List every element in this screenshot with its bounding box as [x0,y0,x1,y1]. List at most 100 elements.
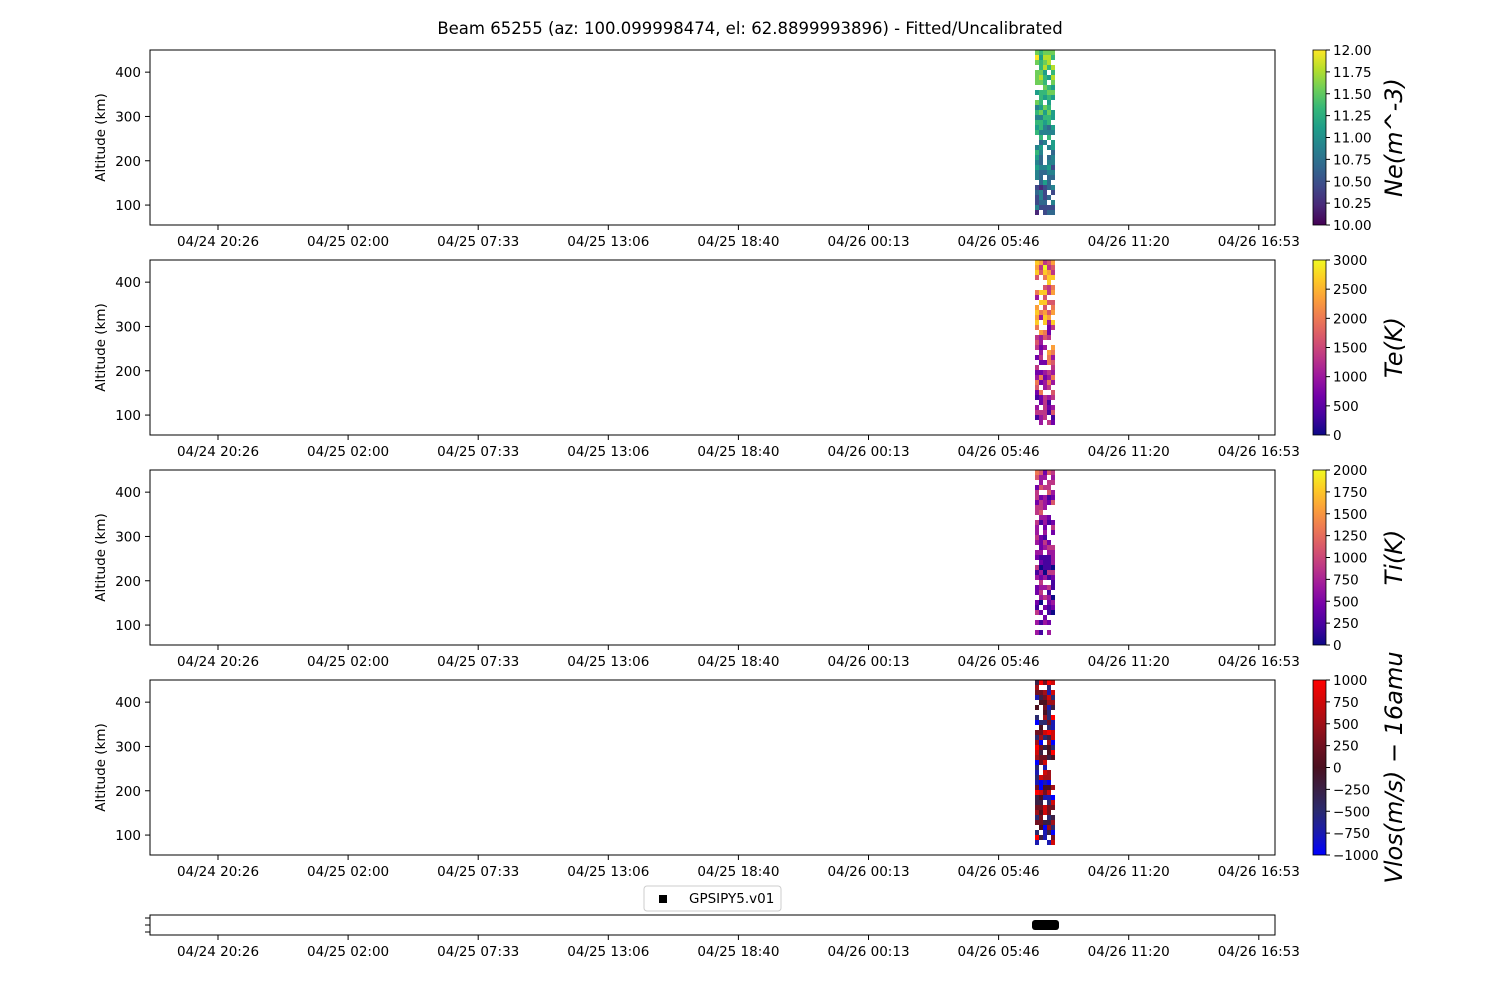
heatmap-cell [1043,190,1047,195]
heatmap-cell [1043,765,1047,770]
panel-2-xtick-label: 04/26 11:20 [1088,444,1170,460]
panel-4-xtick-label: 04/26 11:20 [1088,864,1170,880]
heatmap-cell [1047,160,1051,165]
heatmap-cell [1051,565,1055,570]
heatmap-cell [1043,295,1047,300]
heatmap-cell [1043,360,1047,365]
panel-4-xtick-label: 04/25 02:00 [307,864,389,880]
heatmap-cell [1047,555,1051,560]
heatmap-cell [1047,590,1051,595]
colorbar-tick-label: 1000 [1333,551,1367,567]
heatmap-cell [1043,570,1047,575]
heatmap-cell [1039,745,1043,750]
panel-1-axes [149,49,1276,226]
legend-box [643,885,782,912]
heatmap-cell [1035,525,1039,530]
heatmap-cell [1043,380,1047,385]
heatmap-cell [1051,610,1055,615]
heatmap-cell [1035,355,1039,360]
heatmap-cell [1043,310,1047,315]
panel-3: 100 200 300 400 Altitude (km) 04/24 20:26 04/2… [93,463,1408,670]
heatmap-cell [1047,95,1051,100]
heatmap-cell [1043,140,1047,145]
heatmap-cell [1051,415,1055,420]
heatmap-cell [1051,800,1055,805]
heatmap-cell [1047,420,1051,425]
heatmap-cell [1043,130,1047,135]
heatmap-cell [1039,80,1043,85]
heatmap-cell [1051,325,1055,330]
heatmap-cell [1043,535,1047,540]
heatmap-cell [1043,525,1047,530]
heatmap-cell [1047,310,1051,315]
heatmap-cell [1039,515,1043,520]
heatmap-cell [1039,700,1043,705]
heatmap-cell [1051,680,1055,685]
heatmap-cell [1043,50,1047,55]
heatmap-cell [1051,470,1055,475]
heatmap-cell [1035,565,1039,570]
heatmap-cell [1035,535,1039,540]
heatmap-cell [1043,505,1047,510]
heatmap-cell [1051,70,1055,75]
panel-2-xtick-label: 04/26 00:13 [827,444,909,460]
heatmap-cell [1035,600,1039,605]
heatmap-cell [1051,155,1055,160]
heatmap-cell [1035,490,1039,495]
heatmap-cell [1043,195,1047,200]
panel-3-xtick-label: 04/26 16:53 [1218,654,1300,670]
colorbar-tick-label: −500 [1333,804,1370,820]
heatmap-cell [1043,335,1047,340]
heatmap-cell [1035,780,1039,785]
heatmap-cell [1039,130,1043,135]
colorbar-tick-label: 500 [1333,399,1359,415]
panel-2-xtick-label: 04/25 18:40 [697,444,779,460]
heatmap-cell [1035,90,1039,95]
heatmap-cell [1039,290,1043,295]
heatmap-cell [1047,545,1051,550]
heatmap-cell [1035,555,1039,560]
heatmap-cell [1035,540,1039,545]
panel-5-xtick-label: 04/26 05:46 [958,944,1040,960]
heatmap-cell [1051,260,1055,265]
heatmap-cell [1043,205,1047,210]
panel-1-xtick-label: 04/24 20:26 [177,234,259,250]
heatmap-cell [1043,285,1047,290]
heatmap-cell [1043,315,1047,320]
heatmap-cell [1035,325,1039,330]
heatmap-cell [1051,410,1055,415]
heatmap-cell [1043,485,1047,490]
heatmap-cell [1043,290,1047,295]
heatmap-cell [1051,290,1055,295]
heatmap-cell [1039,790,1043,795]
heatmap-cell [1039,70,1043,75]
heatmap-cell [1043,805,1047,810]
heatmap-cell [1039,300,1043,305]
heatmap-cell [1051,475,1055,480]
heatmap-cell [1043,760,1047,765]
heatmap-cell [1047,830,1051,835]
heatmap-cell [1047,115,1051,120]
heatmap-cell [1047,85,1051,90]
heatmap-cell [1051,205,1055,210]
heatmap-cell [1047,260,1051,265]
panel-1-xtick-label: 04/25 02:00 [307,234,389,250]
heatmap-cell [1047,825,1051,830]
heatmap-cell [1047,735,1051,740]
heatmap-cell [1051,700,1055,705]
heatmap-cell [1051,695,1055,700]
heatmap-cell [1043,410,1047,415]
heatmap-cell [1035,530,1039,535]
heatmap-cell [1039,620,1043,625]
heatmap-cell [1043,520,1047,525]
heatmap-cell [1043,395,1047,400]
heatmap-cell [1047,175,1051,180]
colorbar-tick-label: 1500 [1333,341,1367,357]
heatmap-cell [1043,530,1047,535]
heatmap-cell [1047,395,1051,400]
panel-3-ytick-label: 100 [115,618,141,634]
heatmap-cell [1039,740,1043,745]
heatmap-cell [1043,300,1047,305]
heatmap-cell [1051,795,1055,800]
heatmap-cell [1047,610,1051,615]
